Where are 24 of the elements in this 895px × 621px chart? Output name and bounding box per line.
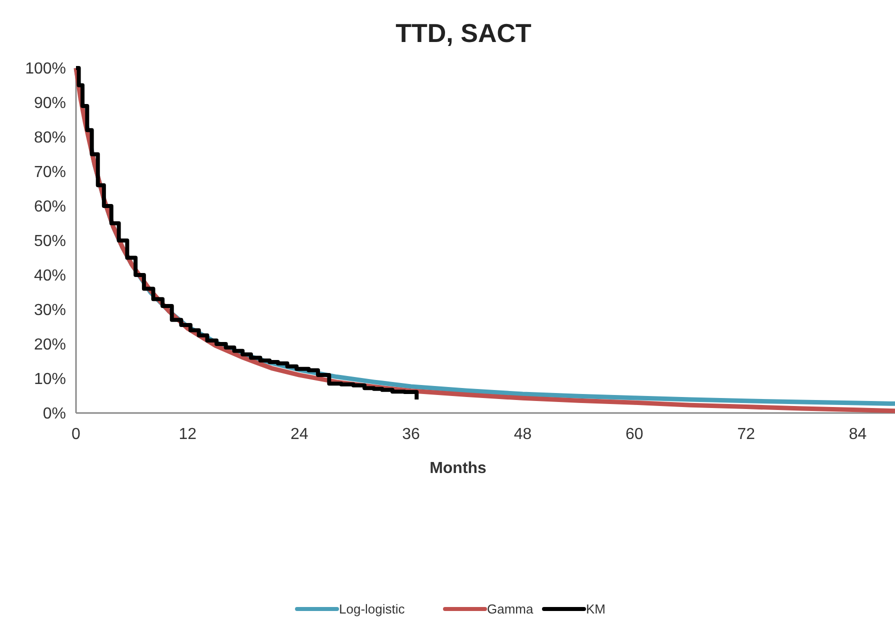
legend-label: Log-logistic bbox=[339, 602, 406, 617]
legend-label: KM bbox=[586, 602, 606, 617]
x-tick-label: 84 bbox=[848, 426, 867, 443]
y-tick-label: 50% bbox=[34, 233, 66, 250]
x-tick-label: 0 bbox=[72, 426, 81, 443]
legend-label: Gamma bbox=[487, 602, 534, 617]
x-tick-label: 48 bbox=[514, 426, 532, 443]
x-axis-title: Months bbox=[430, 460, 487, 477]
y-tick-label: 30% bbox=[34, 302, 66, 320]
y-tick-label: 90% bbox=[34, 95, 66, 112]
x-tick-label: 60 bbox=[626, 426, 644, 443]
x-tick-label: 24 bbox=[290, 426, 308, 443]
chart-title: TTD, SACT bbox=[396, 18, 532, 48]
x-tick-label: 36 bbox=[402, 426, 420, 443]
y-tick-label: 60% bbox=[34, 198, 66, 216]
y-tick-label: 70% bbox=[34, 164, 66, 182]
y-tick-label: 40% bbox=[34, 268, 66, 285]
y-tick-label: 80% bbox=[34, 130, 66, 147]
y-tick-label: 20% bbox=[34, 336, 66, 354]
y-tick-label: 10% bbox=[34, 371, 66, 388]
y-tick-label: 0% bbox=[42, 406, 66, 423]
y-tick-label: 100% bbox=[25, 60, 66, 78]
x-tick-label: 72 bbox=[737, 426, 756, 443]
x-tick-label: 12 bbox=[178, 426, 197, 443]
